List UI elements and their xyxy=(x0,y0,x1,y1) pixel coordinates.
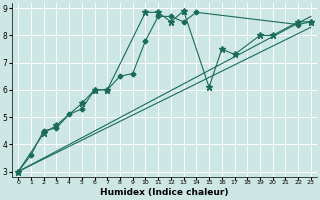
X-axis label: Humidex (Indice chaleur): Humidex (Indice chaleur) xyxy=(100,188,229,197)
